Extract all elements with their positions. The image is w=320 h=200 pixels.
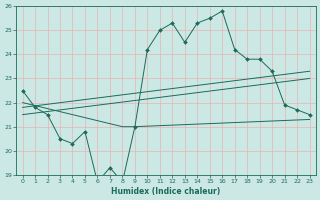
X-axis label: Humidex (Indice chaleur): Humidex (Indice chaleur)	[111, 187, 221, 196]
